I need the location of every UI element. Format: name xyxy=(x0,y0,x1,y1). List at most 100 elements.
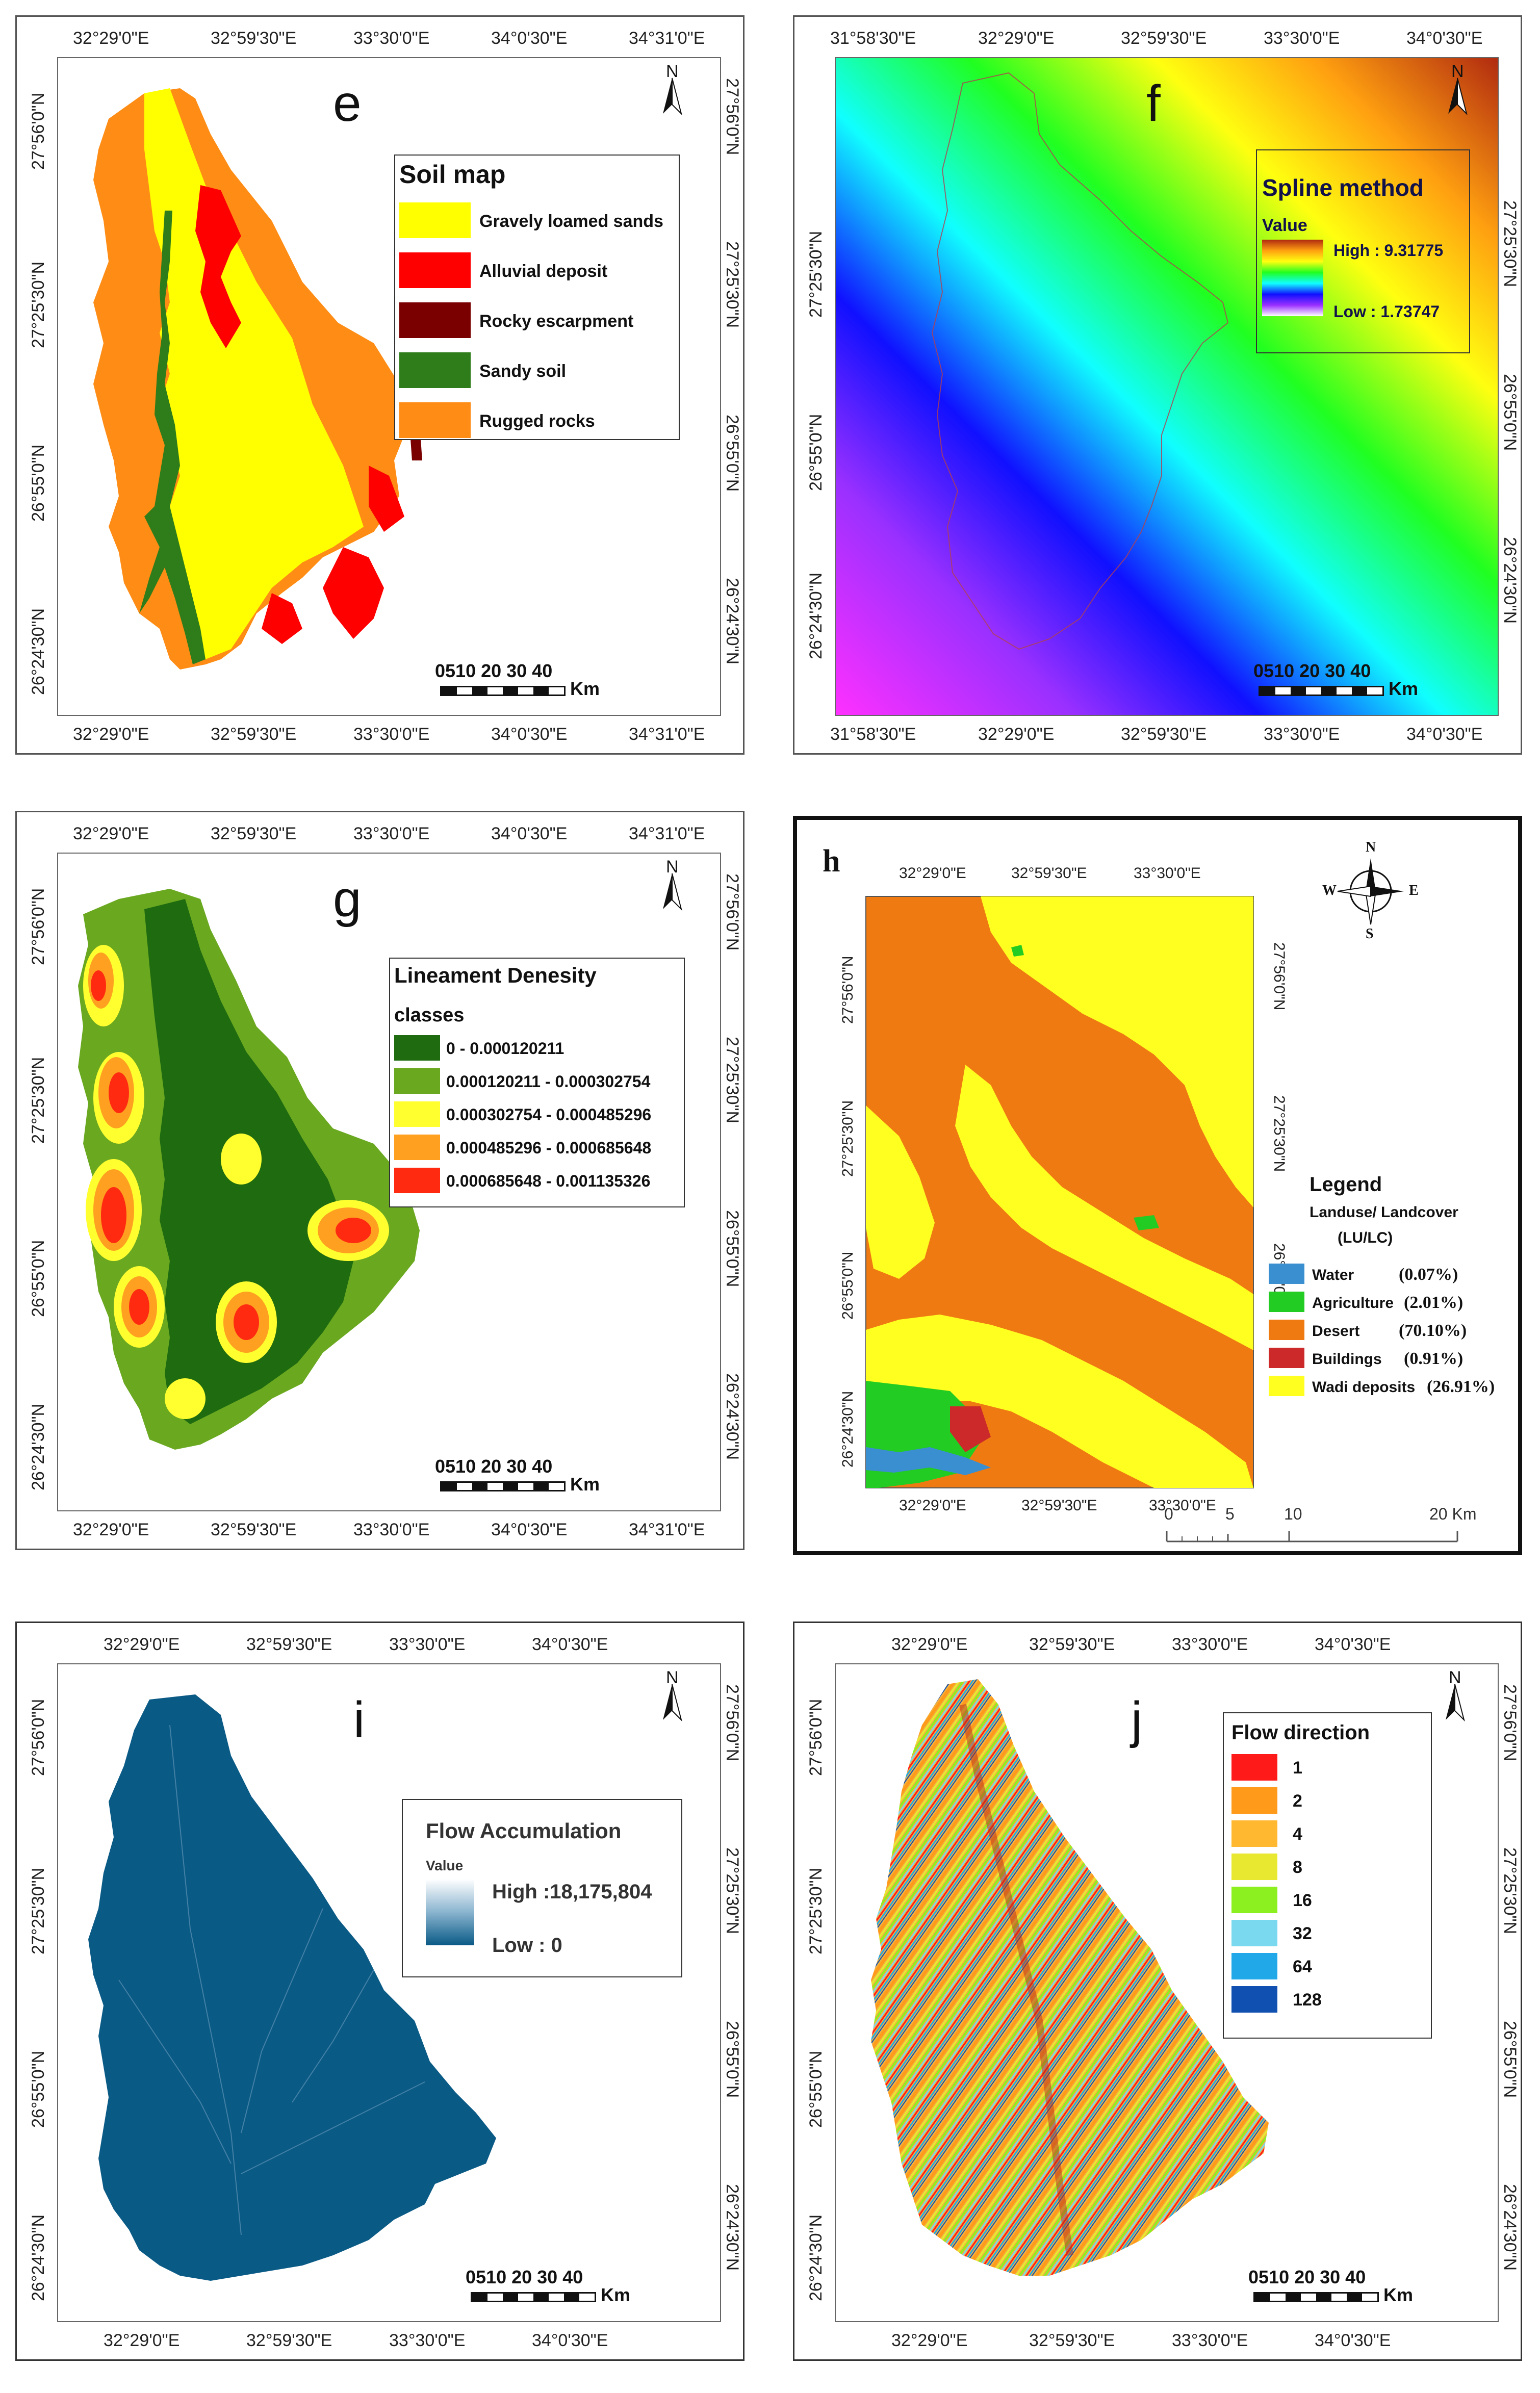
panel-letter-e: e xyxy=(333,75,362,132)
legend-swatch-rugged xyxy=(399,402,471,438)
legend-label-desert: Desert xyxy=(1312,1323,1360,1340)
right-coord-2: 27°25'30"N xyxy=(723,1037,742,1124)
scale-unit: Km xyxy=(1383,2284,1414,2305)
bottom-coord-2: 32°59'30"E xyxy=(1029,2331,1115,2350)
legend-subtitle-1: Landuse/ Landcover xyxy=(1310,1204,1458,1221)
north-letter: N xyxy=(666,1668,679,1687)
top-coord-3: 32°59'30"E xyxy=(1121,29,1207,48)
left-coord-3: 26°55'0"N xyxy=(29,1240,48,1317)
scale-unit: Km xyxy=(601,2284,631,2305)
scale-numbers: 0510 20 30 40 xyxy=(435,660,553,681)
bottom-coord-1: 32°29'0"E xyxy=(73,1520,149,1539)
lineament-very-high xyxy=(91,970,371,1340)
left-coord-2: 27°25'30"N xyxy=(29,1867,48,1954)
right-coord-2: 27°25'30"N xyxy=(723,1847,742,1935)
panel-g-lineament-map: g N 32°29'0"E 32°59'30"E 33°30'0"E 34°0'… xyxy=(15,811,745,1550)
top-coord-4: 34°0'30"E xyxy=(491,824,568,843)
top-coord-3: 33°30'0"E xyxy=(1172,1635,1248,1654)
scale-numbers: 0510 20 30 40 xyxy=(466,2267,583,2287)
flow-direction-legend: Flow direction 1 2 4 8 16 32 64 128 xyxy=(1223,1712,1432,2039)
legend-label-3: 0.000302754 - 0.000485296 xyxy=(446,1105,652,1124)
bottom-coord-5: 34°0'30"E xyxy=(1406,725,1483,744)
spline-basin-outline xyxy=(931,72,1229,650)
legend-label-2: 2 xyxy=(1293,1791,1302,1811)
left-coord-1: 27°25'30"N xyxy=(806,230,826,318)
north-arrow-icon: N xyxy=(657,1669,687,1725)
legend-swatch-4 xyxy=(394,1135,440,1160)
top-coord-1: 32°29'0"E xyxy=(891,1635,968,1654)
left-coord-4: 26°24'30"N xyxy=(29,2214,48,2301)
scale-bar xyxy=(1259,686,1384,696)
bottom-coord-1: 32°29'0"E xyxy=(73,725,149,744)
left-coord-2: 27°25'30"N xyxy=(29,261,48,348)
flow-direction-ridge xyxy=(959,1704,1073,2256)
legend-pct-wadi: (26.91%) xyxy=(1427,1377,1495,1396)
legend-swatch-agriculture xyxy=(1269,1292,1304,1312)
north-arrow-icon: N xyxy=(657,858,687,914)
legend-title: Soil map xyxy=(399,160,506,189)
spline-raster xyxy=(835,57,1499,716)
bottom-coord-2: 32°59'30"E xyxy=(211,1520,297,1539)
scale-tick-10: 10 xyxy=(1284,1505,1302,1523)
bottom-coord-3: 33°30'0"E xyxy=(353,725,430,744)
top-coord-2: 32°59'30"E xyxy=(246,1635,332,1654)
flow-accumulation-frame xyxy=(57,1663,721,2322)
flow-accumulation-basin xyxy=(88,1694,496,2281)
top-coord-2: 32°29'0"E xyxy=(978,29,1055,48)
left-coord-2: 27°25'30"N xyxy=(806,1867,826,1954)
legend-label-rugged: Rugged rocks xyxy=(479,411,595,431)
right-coord-2: 27°25'30"N xyxy=(1271,1095,1288,1172)
left-coord-2: 27°25'30"N xyxy=(29,1057,48,1144)
right-coord-1: 27°56'0"N xyxy=(1500,1684,1520,1762)
legend-swatch-2 xyxy=(394,1068,440,1094)
legend-pct-agriculture: (2.01%) xyxy=(1404,1293,1464,1312)
left-coord-1: 27°56'0"N xyxy=(806,1699,826,1776)
left-coord-2: 27°25'30"N xyxy=(839,1100,856,1177)
panel-letter-g: g xyxy=(333,870,362,928)
compass-w: W xyxy=(1322,883,1337,898)
top-coord-1: 31°58'30"E xyxy=(830,29,916,48)
legend-pct-water: (0.07%) xyxy=(1399,1265,1458,1284)
right-coord-2: 26°55'0"N xyxy=(1500,374,1520,451)
legend-label-16: 16 xyxy=(1293,1891,1312,1910)
right-coord-2: 27°25'30"N xyxy=(1500,1847,1520,1935)
bottom-coord-1: 32°29'0"E xyxy=(891,2331,968,2350)
bottom-coord-3: 32°59'30"E xyxy=(1121,725,1207,744)
panel-h-landuse-map: h 32°29'0"E 32°59'30"E 33°30'0"E 32°29'0… xyxy=(793,816,1522,1555)
landuse-wadi-central xyxy=(955,1065,1253,1350)
soil-alluvial-deposit xyxy=(195,185,241,348)
north-arrow-icon: N xyxy=(1442,63,1473,119)
legend-swatch-1 xyxy=(394,1035,440,1061)
north-letter: N xyxy=(666,857,679,877)
scale-bar xyxy=(440,1481,566,1491)
compass-e: E xyxy=(1409,883,1419,898)
panel-letter-i: i xyxy=(353,1691,365,1748)
north-arrow-icon: N xyxy=(657,63,687,119)
panel-j-flow-direction-map: j N 32°29'0"E 32°59'30"E 33°30'0"E 34°0'… xyxy=(793,1622,1522,2361)
legend-label-32: 32 xyxy=(1293,1924,1312,1943)
legend-value-label: Value xyxy=(1262,216,1307,235)
legend-swatch-sandy xyxy=(399,352,471,388)
left-coord-4: 26°24'30"N xyxy=(806,2214,826,2301)
legend-label-buildings: Buildings xyxy=(1312,1351,1382,1368)
legend-swatch-8 xyxy=(1231,1854,1277,1880)
top-coord-4: 34°0'30"E xyxy=(1315,1635,1391,1654)
legend-label-128: 128 xyxy=(1293,1990,1322,2010)
legend-label-rocky: Rocky escarpment xyxy=(479,312,634,331)
bottom-coord-4: 34°0'30"E xyxy=(532,2331,608,2350)
legend-swatch-water xyxy=(1269,1264,1304,1284)
bottom-coord-1: 32°29'0"E xyxy=(899,1497,966,1514)
bottom-coord-4: 34°0'30"E xyxy=(1315,2331,1391,2350)
legend-swatch-1 xyxy=(1231,1754,1277,1781)
top-coord-5: 34°31'0"E xyxy=(629,29,705,48)
right-coord-2: 27°25'30"N xyxy=(723,241,742,328)
legend-label-agriculture: Agriculture xyxy=(1312,1295,1394,1311)
left-coord-1: 27°56'0"N xyxy=(29,1699,48,1776)
legend-swatch-128 xyxy=(1231,1986,1277,2013)
top-coord-1: 32°29'0"E xyxy=(73,824,149,843)
top-coord-2: 32°59'30"E xyxy=(1029,1635,1115,1654)
bottom-coord-4: 34°0'30"E xyxy=(491,725,568,744)
left-coord-3: 26°55'0"N xyxy=(806,2050,826,2128)
legend-label-1: 0 - 0.000120211 xyxy=(446,1039,564,1058)
panel-letter-h: h xyxy=(823,844,840,879)
